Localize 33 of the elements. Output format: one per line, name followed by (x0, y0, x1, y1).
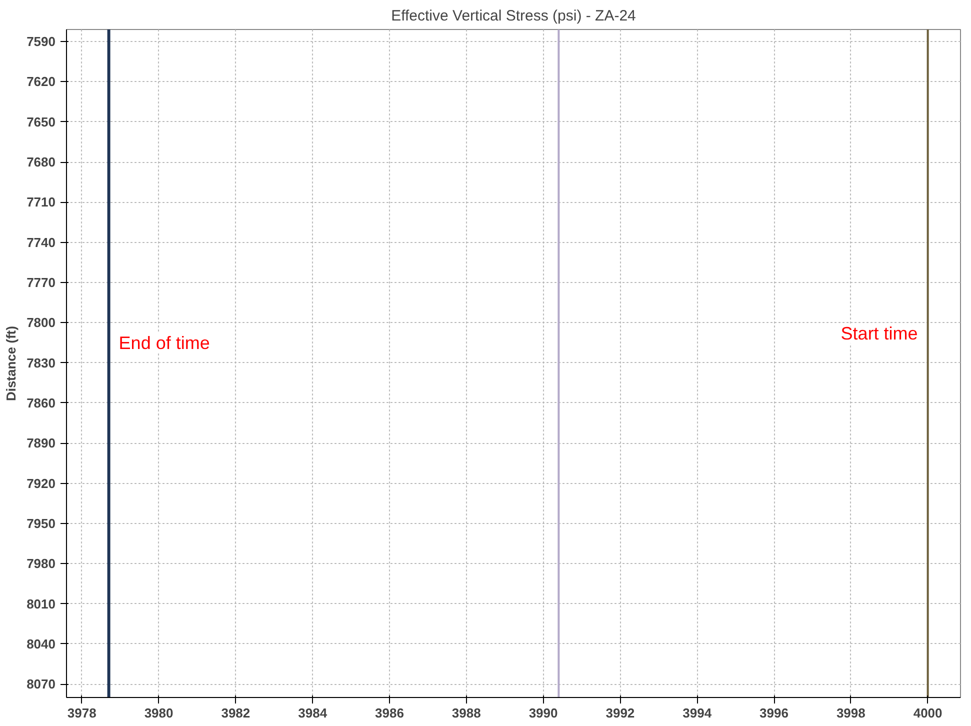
x-tick-label: 3984 (298, 706, 328, 720)
y-tick-label: 8070 (26, 676, 56, 692)
x-tick-label: 3988 (452, 706, 481, 720)
y-tick-label: 7740 (26, 234, 56, 250)
x-tick-label: 3980 (144, 706, 174, 720)
y-tick-label: 7890 (26, 436, 56, 451)
y-tick-label: 7800 (26, 315, 56, 330)
x-tick-label: 3990 (528, 706, 558, 720)
x-tick-label: 3982 (221, 706, 250, 720)
y-tick-label: 7710 (26, 194, 56, 210)
x-tick-label: 3996 (760, 706, 788, 720)
x-tick-label: 3978 (67, 706, 96, 720)
x-tick-label: 3994 (682, 706, 712, 720)
y-tick-label: 8040 (26, 636, 56, 652)
y-tick-label: 7860 (26, 395, 56, 410)
annotation: End of time (118, 332, 210, 353)
x-tick-label: 3986 (375, 706, 404, 720)
y-tick-label: 7680 (26, 154, 56, 170)
y-tick-label: 7920 (26, 476, 56, 491)
y-tick-label: 7830 (26, 355, 56, 370)
annotation: Start time (840, 323, 918, 344)
y-tick-label: 7620 (26, 74, 56, 90)
x-tick-label: 3992 (606, 706, 635, 720)
y-tick-label: 7590 (26, 34, 56, 50)
y-tick-label: 8010 (26, 596, 56, 612)
y-axis-title: Distance (ft) (4, 326, 19, 402)
y-tick-label: 7650 (26, 114, 56, 130)
y-tick-label: 7950 (26, 516, 56, 531)
chart-title: Effective Vertical Stress (psi) - ZA-24 (391, 8, 636, 24)
x-tick-label: 4000 (913, 706, 942, 720)
y-tick-label: 7980 (26, 556, 56, 572)
y-tick-label: 7770 (26, 275, 56, 290)
x-tick-label: 3998 (836, 706, 866, 720)
